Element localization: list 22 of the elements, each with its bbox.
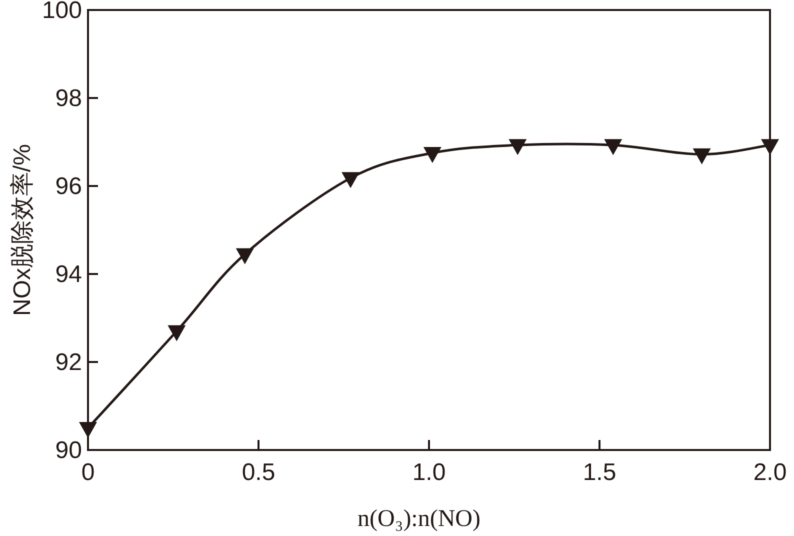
- x-tick-label: 1.0: [412, 459, 446, 486]
- y-tick-label: 98: [55, 85, 82, 112]
- y-tick-label: 92: [55, 349, 82, 376]
- x-tick-label: 2.0: [753, 459, 787, 486]
- point: [168, 325, 186, 342]
- x-tick-label: 1.5: [582, 459, 616, 486]
- point: [79, 422, 97, 438]
- point: [692, 148, 711, 164]
- y-tick-label: 90: [55, 437, 82, 464]
- y-axis-title: NOx脱除效率/%: [9, 144, 36, 316]
- point: [342, 172, 360, 188]
- y-tick-label: 94: [55, 261, 82, 288]
- y-tick-label: 96: [55, 173, 82, 200]
- point: [604, 139, 622, 156]
- point: [236, 248, 254, 264]
- y-tick-label: 100: [42, 0, 82, 24]
- point: [761, 139, 779, 156]
- x-axis-title: n(O₃):n(NO): [358, 506, 480, 532]
- x-tick-label: 0: [81, 459, 95, 486]
- x-tick-label: 0.5: [242, 459, 276, 486]
- point: [423, 147, 442, 163]
- point: [508, 139, 527, 156]
